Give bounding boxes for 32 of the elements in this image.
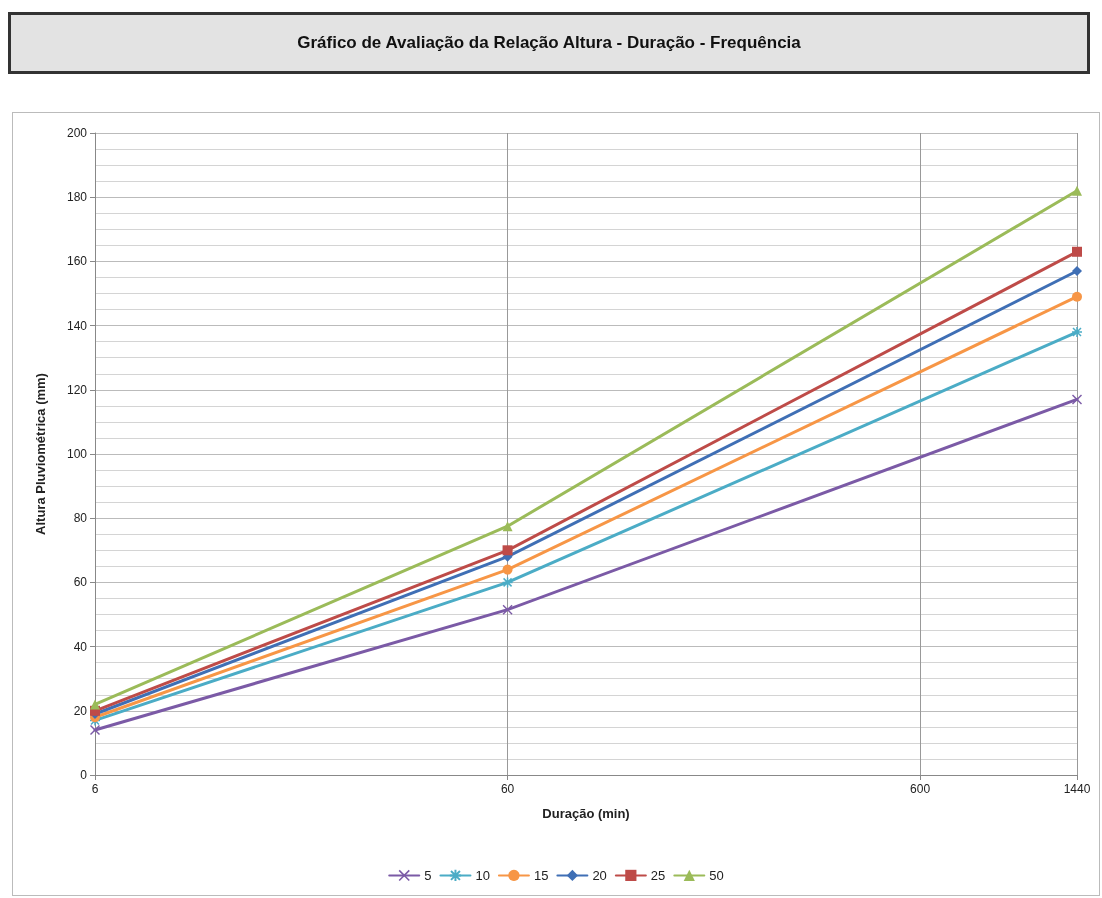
y-tick-label: 160 bbox=[66, 254, 88, 269]
y-tick-label: 40 bbox=[73, 639, 88, 654]
y-tick-label: 140 bbox=[66, 318, 88, 333]
legend-label: 50 bbox=[709, 867, 724, 883]
chart-title: Gráfico de Avaliação da Relação Altura - Duração - Frequência bbox=[8, 12, 1090, 74]
y-tick-label: 100 bbox=[66, 447, 88, 461]
x-tick-label: 1440 bbox=[1063, 782, 1091, 796]
legend-label: 10 bbox=[475, 867, 490, 883]
x-tick-label: 6 bbox=[91, 782, 99, 796]
point bbox=[90, 699, 100, 710]
point bbox=[90, 725, 100, 736]
y-tick-label: 200 bbox=[66, 126, 88, 140]
y-tick-label: 80 bbox=[73, 511, 88, 526]
y-tick-label: 20 bbox=[73, 703, 88, 718]
y-axis-title: Altura Pluviométrica (mm) bbox=[33, 373, 48, 535]
y-tick-label: 180 bbox=[66, 190, 88, 205]
x-tick-label: 600 bbox=[910, 782, 931, 796]
legend-label: 20 bbox=[592, 867, 607, 883]
x-tick-label: 60 bbox=[500, 782, 515, 796]
y-tick-label: 120 bbox=[66, 382, 88, 397]
legend-label: 5 bbox=[424, 867, 432, 883]
legend-label: 15 bbox=[533, 867, 549, 883]
point bbox=[1072, 394, 1082, 405]
point bbox=[1072, 246, 1082, 257]
point bbox=[1072, 291, 1082, 302]
y-tick-label: 60 bbox=[73, 575, 88, 590]
point bbox=[1071, 326, 1083, 338]
point bbox=[1072, 185, 1082, 196]
x-axis-title: Duração (min) bbox=[542, 806, 630, 821]
point bbox=[1072, 266, 1082, 277]
y-tick-label: 0 bbox=[80, 768, 88, 782]
legend-label: 25 bbox=[650, 867, 666, 883]
